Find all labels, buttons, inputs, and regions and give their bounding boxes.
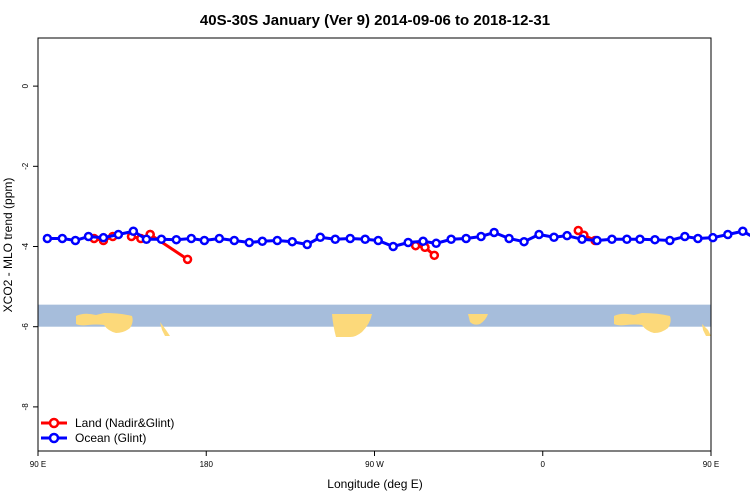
land-south-america [332, 314, 372, 337]
data-point [83, 231, 94, 242]
data-point [446, 234, 456, 245]
data-point [42, 233, 53, 244]
data-point [680, 231, 690, 242]
data-point [171, 234, 182, 245]
data-point [562, 230, 572, 241]
data-point [738, 226, 748, 237]
land-africa [468, 314, 488, 325]
data-point [635, 234, 645, 245]
x-axis-label: Longitude (deg E) [327, 477, 422, 491]
data-point [360, 234, 370, 245]
data-point [723, 229, 733, 240]
data-point [156, 234, 167, 245]
data-point [607, 234, 617, 245]
data-point [489, 227, 499, 238]
y-tick-label: -8 [21, 403, 30, 411]
data-point [315, 232, 326, 243]
data-point [57, 233, 68, 244]
legend-marker [48, 417, 60, 429]
x-tick-label: 90 E [703, 460, 719, 469]
x-tick-label: 180 [200, 460, 214, 469]
data-point [70, 235, 81, 246]
data-point [519, 236, 529, 247]
x-tick-label: 90 W [365, 460, 384, 469]
data-point [577, 234, 587, 245]
data-point [330, 234, 340, 245]
data-point [650, 234, 660, 245]
data-point [98, 232, 109, 243]
chart-title: 40S-30S January (Ver 9) 2014-09-06 to 20… [200, 12, 550, 29]
legend-label: Land (Nadir&Glint) [75, 416, 174, 430]
y-tick-label: -2 [21, 162, 30, 170]
land-new-zealand-right [702, 324, 711, 336]
data-point [431, 238, 441, 249]
data-point [622, 234, 632, 245]
legend-marker [48, 432, 60, 444]
data-point [534, 229, 544, 240]
data-point [388, 241, 398, 252]
data-point [186, 233, 197, 244]
y-tick-label: 0 [21, 83, 30, 88]
data-point [461, 233, 471, 244]
data-point [504, 233, 514, 244]
data-point [373, 235, 383, 246]
data-point [272, 235, 283, 246]
data-point [573, 225, 584, 236]
data-point [302, 239, 312, 250]
data-point [429, 250, 440, 261]
y-tick-label: -6 [21, 323, 30, 331]
data-point [403, 237, 413, 248]
data-point [229, 235, 240, 246]
data-point [257, 236, 268, 247]
axis-ticks: 90 E 180 90 W 0 90 E 0 -2 -4 -6 -8 [21, 83, 719, 469]
data-point [693, 233, 703, 244]
legend: Land (Nadir&Glint)Ocean (Glint) [41, 416, 174, 445]
plot-frame [37, 37, 712, 452]
series-line [47, 229, 750, 249]
data-point [214, 233, 225, 244]
y-axis-label: XCO2 - MLO trend (ppm) [1, 178, 15, 313]
data-point [549, 232, 559, 243]
series-1 [42, 226, 750, 252]
data-point [418, 236, 428, 247]
data-point [199, 235, 210, 246]
y-tick-label: -4 [21, 242, 30, 250]
land-australia-left [76, 313, 133, 333]
data-point [476, 231, 486, 242]
data-point [128, 226, 139, 237]
data-point [592, 235, 602, 246]
x-tick-label: 90 E [30, 460, 46, 469]
data-point [708, 232, 718, 243]
data-point [244, 237, 254, 248]
ocean-band [38, 304, 711, 327]
data-point [141, 234, 152, 245]
data-point [665, 235, 675, 246]
data-point [182, 254, 193, 265]
data-point [287, 236, 297, 247]
data-point [113, 229, 124, 240]
land-australia-right [614, 313, 671, 333]
x-tick-label: 0 [541, 460, 546, 469]
data-point [345, 233, 355, 244]
series-layer [42, 225, 750, 265]
background-map-band [38, 304, 711, 337]
land-new-zealand [160, 322, 170, 336]
legend-label: Ocean (Glint) [75, 431, 146, 445]
